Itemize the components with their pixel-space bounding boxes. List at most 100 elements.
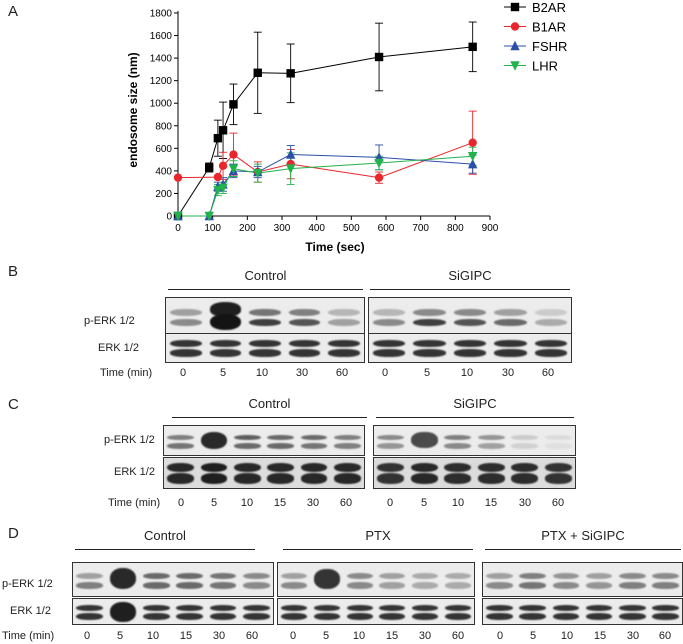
y-tick-label: 1000: [150, 99, 173, 110]
blot-band: [453, 308, 487, 316]
time-label: Time (min): [2, 630, 55, 642]
x-axis-label: Time (sec): [305, 240, 364, 254]
blot-band: [200, 431, 228, 450]
blot-band: [267, 434, 294, 441]
data-point: [285, 164, 296, 174]
time-tick-label: 60: [658, 630, 672, 642]
blot-band: [511, 462, 539, 473]
y-tick-label: 1800: [150, 9, 173, 20]
blot-band: [379, 604, 406, 611]
blot-band: [477, 434, 505, 441]
time-tick-label: 0: [289, 630, 297, 642]
data-point: [173, 173, 183, 182]
blot-band: [200, 473, 228, 484]
time-tick-label: 15: [484, 497, 498, 509]
blot-band: [288, 349, 321, 358]
blot-band: [477, 442, 505, 449]
time-tick-label: 0: [381, 367, 389, 379]
blot-band: [444, 434, 472, 441]
row-label: p-ERK 1/2: [2, 578, 53, 590]
blot-band: [534, 308, 567, 316]
blot-band: [618, 582, 646, 589]
data-point: [228, 164, 239, 174]
x-tick-label: 600: [378, 223, 395, 234]
blot-band: [652, 572, 679, 580]
blot-band: [176, 582, 203, 589]
blot-band: [494, 308, 527, 316]
blot-band: [379, 582, 406, 589]
blot-band: [477, 473, 505, 484]
data-point: [510, 22, 520, 31]
blot-band: [552, 612, 580, 620]
blot-band: [328, 340, 361, 348]
legend-label: LHR: [532, 59, 558, 74]
time-tick-label: 0: [83, 630, 91, 642]
blot-band: [281, 572, 308, 580]
blot-d-erk-ptx: [277, 598, 475, 625]
data-point: [467, 152, 478, 162]
time-label: Time (min): [108, 497, 161, 509]
blot-c-erk-sigipc: [373, 457, 576, 489]
blot-band: [167, 473, 194, 484]
blot-band: [243, 572, 270, 580]
blot-band: [209, 604, 237, 611]
error-bars: [205, 21, 477, 197]
legend-label: B1AR: [532, 20, 566, 35]
group-underline: [172, 417, 367, 418]
blot-band: [511, 434, 539, 441]
blot-band: [373, 318, 406, 327]
blot-band: [652, 604, 679, 611]
time-tick-label: 30: [518, 497, 532, 509]
blot-band: [444, 572, 471, 580]
legend-label: FSHR: [532, 39, 567, 54]
group-underline: [75, 549, 255, 550]
series-line: [177, 142, 473, 179]
blot-band: [143, 612, 170, 620]
blot-band: [328, 308, 361, 316]
time-tick-label: 60: [335, 367, 349, 379]
group-label: SiGIPC: [453, 396, 497, 411]
blot-band: [585, 604, 613, 611]
x-tick-label: 0: [175, 223, 181, 234]
blot-band: [585, 612, 613, 620]
blot-band: [585, 582, 613, 589]
blot-d-perk-control: [72, 562, 274, 597]
blot-band: [544, 473, 572, 484]
blot-band: [410, 473, 438, 484]
blot-band: [109, 567, 137, 590]
blot-band: [444, 612, 471, 620]
blot-band: [200, 462, 228, 473]
data-point: [253, 68, 262, 77]
blot-band: [411, 572, 439, 580]
y-axis-label: endosome size (nm): [126, 52, 140, 167]
panel-label-b: B: [8, 263, 19, 280]
blot-band: [234, 473, 261, 484]
blot-band: [176, 572, 203, 580]
y-tick-label: 200: [155, 189, 172, 200]
blot-d-erk-control: [72, 598, 274, 625]
blot-band: [313, 568, 341, 589]
time-tick-label: 10: [460, 367, 474, 379]
time-tick-label: 10: [560, 630, 574, 642]
blot-band: [281, 582, 308, 589]
y-tick-label: 1400: [150, 54, 173, 65]
panel-label-d: D: [8, 525, 19, 542]
data-point: [510, 2, 520, 12]
blot-band: [444, 582, 471, 589]
x-tick-label: 500: [343, 223, 360, 234]
blot-band: [313, 604, 341, 611]
y-tick-label: 1200: [150, 76, 173, 87]
data-point: [286, 69, 295, 78]
blot-band: [411, 612, 439, 620]
group-label: Control: [244, 268, 287, 283]
row-label: ERK 1/2: [114, 466, 155, 478]
time-tick-label: 0: [386, 497, 394, 509]
blot-band: [444, 473, 472, 484]
blot-band: [169, 340, 202, 348]
data-point: [374, 52, 384, 62]
blot-b-perk-sigipc: [368, 297, 572, 335]
data-point: [468, 138, 477, 147]
blot-band: [511, 473, 539, 484]
time-tick-label: 60: [339, 497, 353, 509]
blot-band: [288, 318, 321, 327]
